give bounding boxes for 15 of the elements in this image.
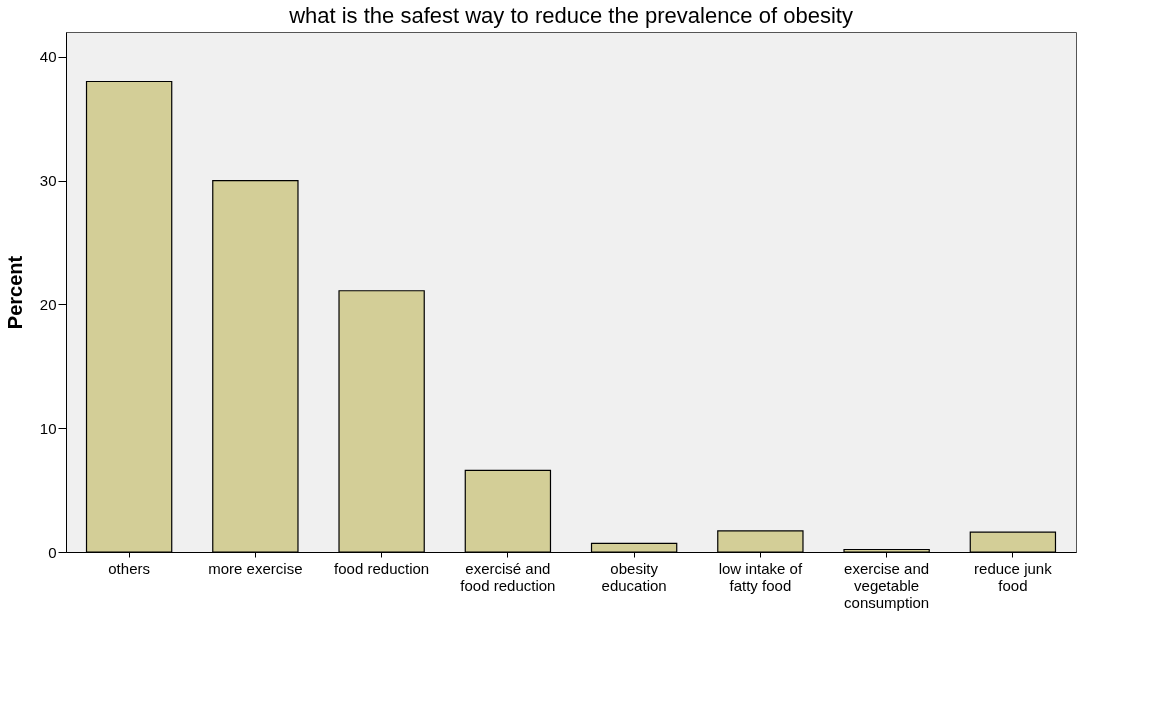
y-tick-label: 0 — [48, 543, 57, 561]
y-tick-label: 30 — [39, 172, 57, 190]
x-tick-label: reduce junk food — [974, 559, 1053, 594]
y-tick-label: 10 — [39, 419, 57, 437]
x-tick-label: others — [108, 559, 150, 577]
x-tick-label: more exercise — [208, 559, 303, 577]
chart-title: what is the safest way to reduce the prevalence of obesity — [288, 3, 853, 28]
y-tick-label: 40 — [39, 48, 57, 66]
y-axis-title: Percent — [3, 255, 26, 330]
x-tick-label: exercise and vegetable consumption — [844, 559, 930, 611]
x-tick-label: low intake of fatty food — [718, 559, 803, 594]
x-tick-label: food reduction — [334, 559, 430, 577]
x-tick-label: obesity education — [601, 559, 667, 594]
x-tick-label: exercisé and food reduction — [460, 559, 556, 594]
y-tick-label: 20 — [39, 295, 57, 313]
